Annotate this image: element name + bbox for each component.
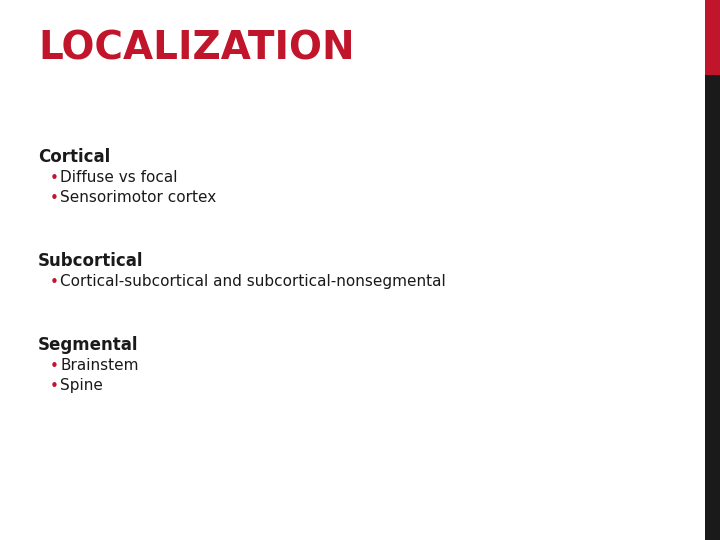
Text: Diffuse vs focal: Diffuse vs focal: [60, 170, 178, 185]
Bar: [705, 0, 720, 540]
Text: Sensorimotor cortex: Sensorimotor cortex: [60, 190, 216, 205]
Text: •: •: [50, 275, 59, 290]
Bar: [705, 0, 720, 75]
Text: Cortical-subcortical and subcortical-nonsegmental: Cortical-subcortical and subcortical-non…: [60, 274, 446, 289]
Text: Subcortical: Subcortical: [38, 252, 143, 270]
Text: •: •: [50, 171, 59, 186]
Text: Segmental: Segmental: [38, 336, 138, 354]
Text: •: •: [50, 359, 59, 374]
Text: •: •: [50, 379, 59, 394]
Text: Cortical: Cortical: [38, 148, 110, 166]
Text: Brainstem: Brainstem: [60, 358, 138, 373]
Text: Spine: Spine: [60, 378, 103, 393]
Text: LOCALIZATION: LOCALIZATION: [38, 30, 355, 68]
Text: •: •: [50, 191, 59, 206]
